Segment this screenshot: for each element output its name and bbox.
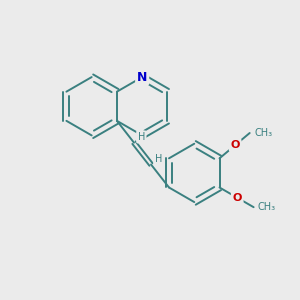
Text: H: H bbox=[138, 132, 145, 142]
Text: O: O bbox=[232, 193, 242, 203]
Text: CH₃: CH₃ bbox=[258, 202, 276, 212]
Text: N: N bbox=[137, 70, 147, 84]
Text: CH₃: CH₃ bbox=[254, 128, 272, 138]
Text: O: O bbox=[230, 140, 240, 150]
Text: H: H bbox=[155, 154, 162, 164]
